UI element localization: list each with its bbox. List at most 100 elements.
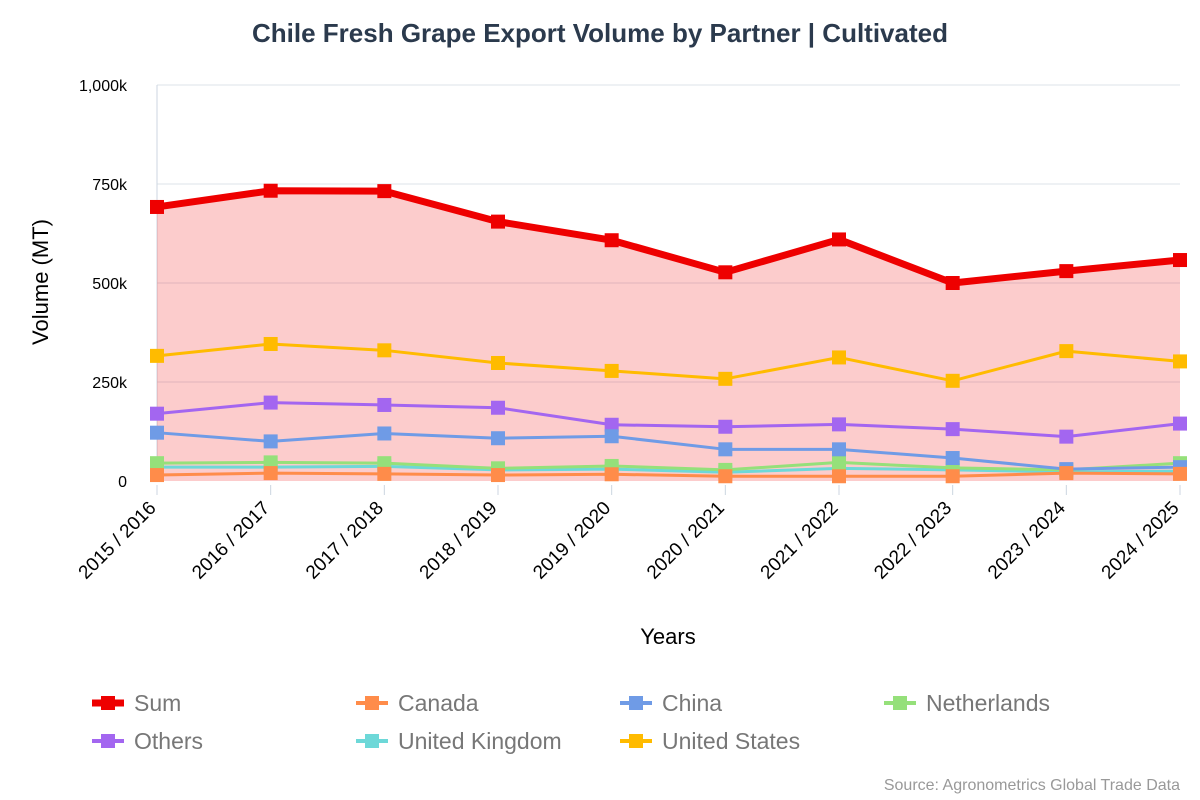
data-point-canada[interactable]: [150, 468, 164, 483]
legend-swatch-marker: [101, 734, 115, 748]
x-tick-label: 2016 / 2017: [188, 498, 274, 584]
data-point-canada[interactable]: [1059, 466, 1074, 481]
data-point-sum[interactable]: [1173, 253, 1187, 268]
data-point-united-states[interactable]: [1059, 344, 1074, 359]
y-tick-label: 500k: [92, 276, 128, 293]
x-tick-label: 2018 / 2019: [416, 498, 502, 584]
legend-swatch-marker: [365, 696, 379, 710]
x-tick-label: 2020 / 2021: [643, 498, 729, 584]
data-point-united-states[interactable]: [604, 363, 619, 378]
legend-item-united-kingdom[interactable]: United Kingdom: [356, 728, 562, 754]
data-point-others[interactable]: [150, 406, 164, 421]
source-note: Source: Agronometrics Global Trade Data: [884, 777, 1180, 794]
legend-item-others[interactable]: Others: [92, 728, 203, 754]
data-point-united-states[interactable]: [945, 373, 960, 388]
data-point-china[interactable]: [150, 425, 164, 440]
series-layer: [150, 183, 1187, 484]
x-tick-label: 2022 / 2023: [870, 498, 956, 584]
x-tick-label: 2021 / 2022: [757, 498, 843, 584]
data-point-canada[interactable]: [945, 469, 960, 484]
data-point-united-states[interactable]: [150, 348, 164, 363]
data-point-netherlands[interactable]: [377, 456, 392, 471]
data-point-united-states[interactable]: [491, 355, 505, 370]
data-point-others[interactable]: [1173, 416, 1187, 431]
data-point-canada[interactable]: [263, 466, 278, 481]
data-point-united-states[interactable]: [832, 350, 846, 365]
data-point-others[interactable]: [377, 397, 392, 412]
data-point-others[interactable]: [1059, 429, 1074, 444]
data-point-canada[interactable]: [1173, 466, 1187, 481]
y-tick-label: 0: [118, 474, 127, 491]
data-point-netherlands[interactable]: [263, 455, 278, 470]
legend-item-china[interactable]: China: [620, 690, 722, 716]
data-point-sum[interactable]: [832, 232, 846, 247]
chart-title: Chile Fresh Grape Export Volume by Partn…: [252, 18, 948, 48]
x-tick-label: 2023 / 2024: [984, 497, 1070, 583]
data-point-china[interactable]: [832, 442, 846, 457]
data-point-china[interactable]: [491, 431, 505, 446]
area-layer: [157, 190, 1180, 481]
data-point-sum[interactable]: [263, 183, 278, 198]
data-point-china[interactable]: [604, 429, 619, 444]
data-point-sum[interactable]: [377, 184, 392, 199]
data-point-sum[interactable]: [604, 233, 619, 248]
legend-item-united-states[interactable]: United States: [620, 728, 800, 754]
legend-swatch-marker: [629, 734, 643, 748]
series-line-others: [156, 401, 1181, 439]
x-tick-label: 2015 / 2016: [75, 498, 161, 584]
series-others: [150, 395, 1187, 444]
legend-swatch-marker: [365, 734, 379, 748]
legend-item-sum[interactable]: Sum: [92, 690, 181, 716]
series-line-canada: [156, 471, 1181, 478]
grid-lines: [157, 84, 1180, 383]
data-point-sum[interactable]: [718, 265, 733, 280]
legend-label: Others: [134, 728, 203, 754]
data-point-canada[interactable]: [832, 469, 846, 484]
data-point-sum[interactable]: [491, 214, 505, 229]
legend-swatch-marker: [629, 696, 643, 710]
series-sum: [150, 183, 1187, 290]
data-point-canada[interactable]: [491, 468, 505, 483]
data-point-others[interactable]: [945, 422, 960, 437]
legend-item-canada[interactable]: Canada: [356, 690, 479, 716]
series-line-united-states: [156, 342, 1181, 383]
data-point-china[interactable]: [945, 451, 960, 466]
y-axis-title: Volume (MT): [28, 219, 53, 345]
data-point-china[interactable]: [718, 442, 733, 457]
data-point-united-states[interactable]: [263, 336, 278, 351]
data-point-canada[interactable]: [718, 469, 733, 484]
area-fill-sum: [157, 190, 1180, 481]
legend-label: China: [662, 690, 722, 716]
data-point-china[interactable]: [377, 426, 392, 441]
series-china: [150, 425, 1187, 477]
legend-label: Netherlands: [926, 690, 1050, 716]
data-point-china[interactable]: [263, 434, 278, 449]
series-canada: [150, 466, 1187, 484]
data-point-others[interactable]: [491, 400, 505, 415]
y-axis: 0 250k 500k 750k 1,000k: [79, 78, 158, 491]
data-point-sum[interactable]: [150, 199, 164, 214]
data-point-united-states[interactable]: [718, 371, 733, 386]
data-point-netherlands[interactable]: [150, 456, 164, 471]
data-point-canada[interactable]: [377, 466, 392, 481]
data-point-sum[interactable]: [945, 276, 960, 290]
data-point-others[interactable]: [263, 395, 278, 410]
series-line-sum: [156, 187, 1181, 287]
data-point-canada[interactable]: [604, 467, 619, 482]
data-point-united-states[interactable]: [1173, 354, 1187, 369]
legend-swatch-marker: [101, 696, 115, 710]
series-line-netherlands: [156, 460, 1181, 472]
legend-label: Sum: [134, 690, 181, 716]
data-point-others[interactable]: [604, 417, 619, 432]
data-point-sum[interactable]: [1059, 264, 1074, 279]
x-axis: 2015 / 2016 2016 / 2017 2017 / 2018 2018 / …: [75, 485, 1184, 584]
data-point-netherlands[interactable]: [832, 455, 846, 470]
legend: Sum Canada China Netherlands Others United Ki…: [92, 690, 1050, 754]
legend-item-netherlands[interactable]: Netherlands: [884, 690, 1050, 716]
data-point-others[interactable]: [832, 417, 846, 432]
series-line-united-kingdom: [157, 464, 1181, 474]
data-point-others[interactable]: [718, 419, 733, 434]
data-point-united-states[interactable]: [377, 343, 392, 358]
